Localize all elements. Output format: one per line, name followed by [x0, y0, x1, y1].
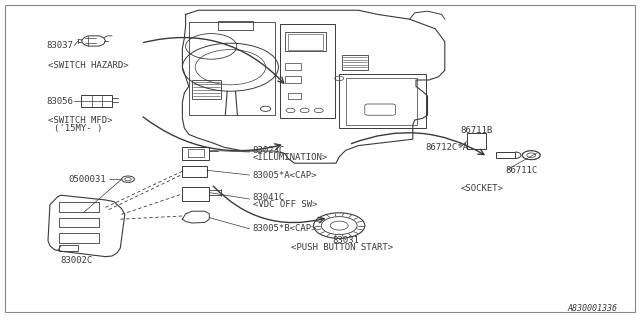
Text: <ILLUMINATION>: <ILLUMINATION>	[253, 153, 328, 162]
Text: 83041C: 83041C	[253, 193, 285, 202]
Text: 83056: 83056	[47, 97, 74, 106]
Text: <SOCKET>: <SOCKET>	[461, 184, 504, 193]
Text: 83031: 83031	[333, 236, 360, 245]
Text: <PUSH BUTTON START>: <PUSH BUTTON START>	[291, 244, 394, 252]
Text: <SWITCH MFD>: <SWITCH MFD>	[48, 116, 113, 125]
Text: 83002C: 83002C	[61, 256, 93, 265]
Text: 0500031: 0500031	[68, 175, 106, 184]
Text: 86711B: 86711B	[461, 126, 493, 135]
Text: <SWITCH HAZARD>: <SWITCH HAZARD>	[48, 61, 129, 70]
Text: 86712C*A: 86712C*A	[426, 143, 468, 152]
Text: 83037: 83037	[47, 41, 74, 50]
Text: 83023C: 83023C	[253, 146, 285, 155]
Text: 86711C: 86711C	[506, 166, 538, 175]
Text: 83005*B<CAP>: 83005*B<CAP>	[253, 224, 317, 233]
Text: A830001336: A830001336	[568, 304, 618, 313]
Text: <VDC OFF SW>: <VDC OFF SW>	[253, 200, 317, 209]
Text: 83005*A<CAP>: 83005*A<CAP>	[253, 171, 317, 180]
Text: ('15MY- ): ('15MY- )	[54, 124, 103, 133]
